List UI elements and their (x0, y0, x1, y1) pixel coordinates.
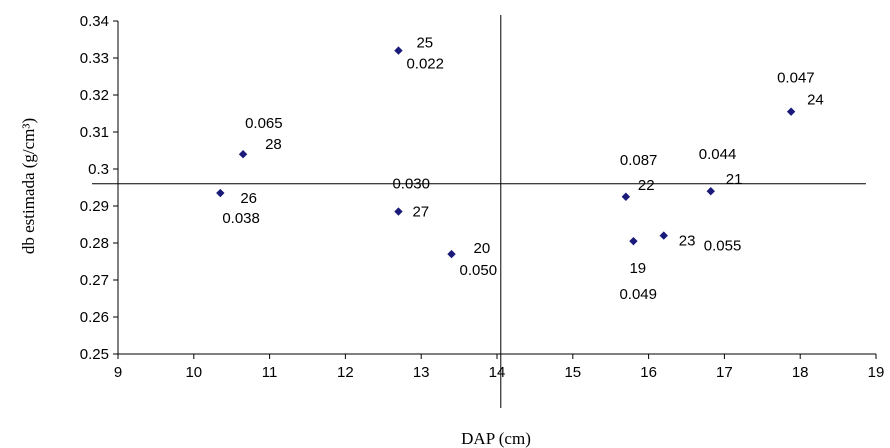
y-tick-label: 0.31 (80, 124, 109, 141)
point-id-label-24: 24 (807, 92, 824, 109)
point-labels: 25 0.022 28 0.065 26 0.038 27 0.030 20 0.050 22 0.0… (222, 35, 823, 304)
data-point-26 (216, 188, 225, 198)
data-point-19 (629, 236, 638, 246)
x-tick-label: 15 (564, 364, 581, 381)
x-tick-label: 17 (716, 364, 733, 381)
data-point-20 (447, 249, 456, 259)
y-tick-label: 0.28 (80, 235, 109, 252)
x-tick-label: 18 (792, 364, 809, 381)
x-axis-title: DAP (cm) (461, 429, 531, 448)
point-value-label-25: 0.022 (406, 56, 444, 73)
y-tick-label: 0.25 (80, 346, 109, 363)
data-point-24 (786, 107, 796, 116)
point-value-label-26: 0.038 (222, 210, 260, 227)
point-id-label-28: 28 (265, 136, 282, 153)
point-value-label-20: 0.050 (460, 262, 498, 279)
point-id-label-22: 22 (638, 177, 655, 194)
x-tick-label: 13 (413, 364, 430, 381)
y-tick-label: 0.3 (88, 161, 109, 178)
x-tick-label: 16 (640, 364, 657, 381)
data-points (216, 46, 796, 259)
point-id-label-25: 25 (416, 35, 433, 52)
x-tick-label: 10 (185, 364, 202, 381)
x-tick-label: 9 (114, 364, 122, 381)
point-id-label-27: 27 (412, 204, 429, 221)
x-tick-label: 11 (262, 364, 278, 381)
point-id-label-19: 19 (629, 260, 646, 277)
data-point-22 (621, 192, 631, 201)
y-tick-label: 0.27 (80, 272, 109, 289)
x-tick-label: 12 (337, 364, 354, 381)
y-tick-label: 0.34 (80, 13, 109, 30)
data-point-23 (659, 231, 668, 240)
point-id-label-21: 21 (726, 171, 743, 188)
point-value-label-21: 0.044 (699, 146, 737, 163)
y-tick-label: 0.29 (80, 198, 109, 215)
data-point-25 (394, 46, 403, 55)
point-id-label-23: 23 (679, 233, 696, 250)
data-point-27 (394, 207, 403, 216)
point-value-label-27: 0.030 (392, 176, 430, 193)
point-value-label-22: 0.087 (620, 152, 658, 169)
axes: 9 10 11 12 13 14 15 16 17 18 19 0.25 0.26 0.27 0.28 0.2… (80, 13, 885, 381)
point-value-label-19: 0.049 (619, 286, 657, 303)
point-value-label-24: 0.047 (777, 70, 815, 87)
point-id-label-20: 20 (474, 240, 491, 257)
point-id-label-26: 26 (240, 190, 257, 207)
x-tick-label: 14 (489, 364, 506, 381)
x-tick-label: 19 (868, 364, 885, 381)
reference-lines (92, 15, 866, 408)
point-value-label-28: 0.065 (245, 115, 283, 132)
data-point-21 (706, 187, 715, 196)
point-value-label-23: 0.055 (704, 238, 742, 255)
y-tick-label: 0.26 (80, 309, 109, 326)
y-axis-title: db estimada (g/cm³) (19, 118, 38, 254)
y-tick-label: 0.33 (80, 50, 109, 67)
y-tick-label: 0.32 (80, 87, 109, 104)
data-point-28 (238, 150, 248, 159)
